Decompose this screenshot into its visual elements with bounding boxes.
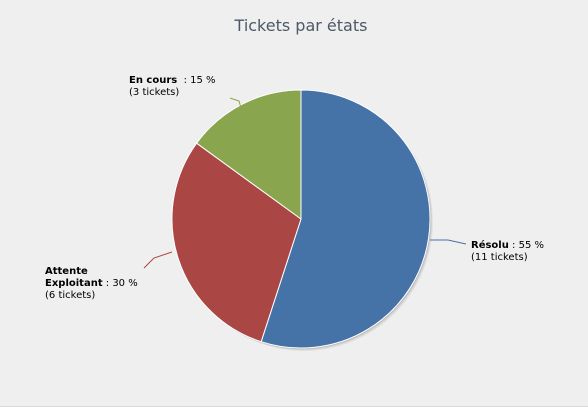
pie-slices [171, 89, 431, 349]
label-percent: : 15 % [177, 75, 215, 86]
pie-slice-attente-exploitant[interactable] [171, 142, 302, 343]
pie-slice-en-cours[interactable] [196, 89, 302, 220]
label-percent: : 55 % [509, 240, 544, 251]
data-label-attente-exploitant: Attente Exploitant : 30 % (6 tickets) [45, 266, 138, 301]
label-count: (3 tickets) [129, 87, 179, 98]
data-label-en-cours: En cours : 15 % (3 tickets) [129, 75, 216, 98]
label-name-line: Attente [45, 266, 88, 277]
connector-attente-exploitant [143, 251, 173, 269]
label-name-line: Résolu [471, 239, 509, 251]
label-name-line: En cours [129, 75, 177, 86]
pie-slice-r-solu[interactable] [260, 89, 431, 349]
chart-title: Tickets par états [234, 16, 368, 35]
label-connectors [143, 97, 467, 269]
label-name-line: Exploitant [45, 278, 103, 289]
data-label-r-solu: Résolu : 55 % (11 tickets) [471, 239, 544, 263]
data-labels: Résolu : 55 % (11 tickets) Attente Exploita… [45, 75, 544, 301]
label-count: (11 tickets) [471, 252, 528, 263]
label-count: (6 tickets) [45, 290, 95, 301]
connector-r-solu [430, 239, 467, 245]
connector-en-cours [229, 97, 242, 109]
label-percent: : 30 % [103, 278, 138, 289]
